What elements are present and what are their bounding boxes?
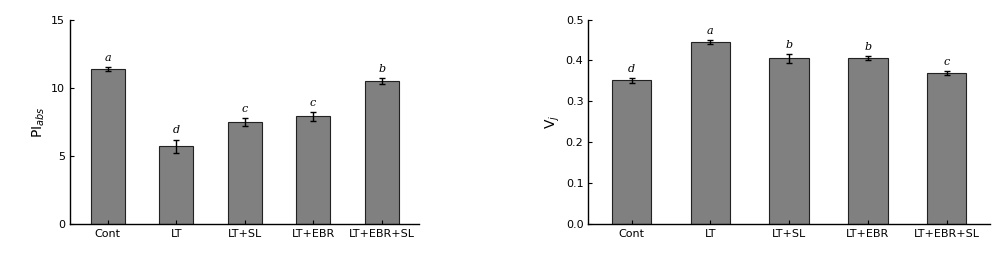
- Text: a: a: [707, 26, 714, 36]
- Y-axis label: V$_{j}$: V$_{j}$: [543, 115, 562, 129]
- Bar: [228, 122, 262, 224]
- Bar: [91, 69, 125, 224]
- Text: b: b: [864, 42, 871, 52]
- Bar: [769, 59, 809, 224]
- Bar: [296, 116, 330, 224]
- Text: c: c: [242, 104, 248, 114]
- Bar: [365, 81, 399, 224]
- Bar: [612, 80, 651, 224]
- Y-axis label: PI$_{abs}$: PI$_{abs}$: [31, 106, 47, 137]
- Text: b: b: [786, 40, 793, 50]
- Text: b: b: [378, 64, 385, 74]
- Text: d: d: [173, 125, 180, 136]
- Text: c: c: [944, 57, 950, 67]
- Bar: [927, 73, 966, 224]
- Text: a: a: [104, 53, 111, 62]
- Bar: [691, 42, 730, 224]
- Bar: [848, 59, 888, 224]
- Bar: [159, 146, 193, 224]
- Text: c: c: [310, 98, 316, 108]
- Text: d: d: [628, 64, 635, 74]
